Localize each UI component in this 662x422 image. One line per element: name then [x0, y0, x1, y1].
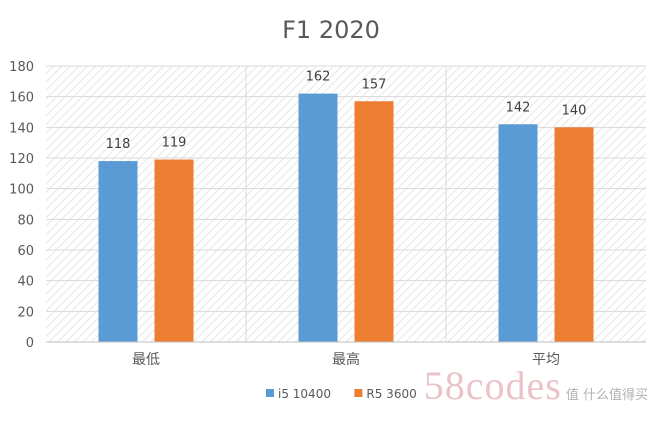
y-tick-label: 160: [9, 91, 34, 106]
bar: [354, 101, 394, 343]
legend-swatch: [354, 389, 363, 397]
y-tick-label: 100: [9, 183, 34, 198]
gridlines: [46, 65, 646, 342]
x-tick-label: 最高: [332, 351, 360, 368]
data-label: 162: [306, 70, 331, 85]
data-label: 140: [562, 103, 587, 118]
legend-swatch: [266, 389, 274, 397]
x-axis-ticks: 最低 最高 平均: [132, 351, 560, 368]
data-label: 119: [162, 136, 187, 151]
data-label: 142: [506, 100, 531, 115]
y-tick-label: 20: [17, 305, 34, 320]
y-tick-label: 180: [9, 60, 34, 75]
legend: i5 10400 R5 3600: [266, 387, 417, 401]
legend-label: i5 10400: [278, 387, 331, 401]
y-tick-label: 0: [26, 336, 34, 351]
y-tick-label: 60: [17, 244, 34, 259]
data-label: 157: [362, 77, 387, 92]
x-tick-label: 最低: [132, 352, 160, 368]
chart-title: F1 2020: [282, 16, 380, 44]
y-tick-label: 40: [17, 275, 34, 290]
bar: [498, 124, 538, 343]
y-tick-label: 120: [9, 152, 34, 167]
x-tick-label: 平均: [532, 352, 560, 368]
bar: [154, 159, 194, 342]
data-label: 118: [106, 137, 131, 152]
y-tick-label: 80: [17, 213, 34, 228]
y-tick-label: 140: [9, 121, 34, 136]
legend-label: R5 3600: [366, 387, 416, 401]
bar: [98, 161, 138, 342]
bars: [98, 93, 594, 343]
plot-area: [46, 66, 646, 342]
y-axis-ticks: 0 20 40 60 80 100 120 140 160 180: [9, 60, 34, 351]
bar: [554, 127, 594, 342]
bar: [298, 93, 338, 342]
data-labels: 118 119 162 157 142 140: [106, 70, 587, 152]
